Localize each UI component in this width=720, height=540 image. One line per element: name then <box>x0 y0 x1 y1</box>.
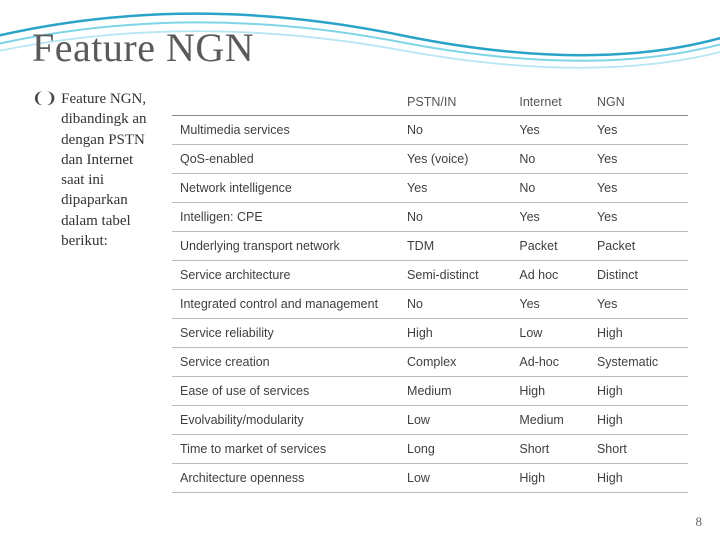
cell: Yes <box>589 145 688 174</box>
feature-table: PSTN/IN Internet NGN Multimedia services… <box>172 89 688 493</box>
page-title: Feature NGN <box>32 24 688 71</box>
cell: Complex <box>399 348 511 377</box>
cell: Intelligen: CPE <box>172 203 399 232</box>
content-row: ❨❩ Feature NGN, dibandingk an dengan PST… <box>32 89 688 493</box>
cell: High <box>589 377 688 406</box>
cell: High <box>511 377 589 406</box>
cell: Architecture openness <box>172 464 399 493</box>
cell: Packet <box>511 232 589 261</box>
cell: Yes <box>589 290 688 319</box>
cell: High <box>511 464 589 493</box>
cell: Short <box>589 435 688 464</box>
cell: Packet <box>589 232 688 261</box>
cell: Low <box>511 319 589 348</box>
cell: Network intelligence <box>172 174 399 203</box>
cell: No <box>399 203 511 232</box>
cell: Yes <box>511 290 589 319</box>
cell: Low <box>399 464 511 493</box>
cell: Ad hoc <box>511 261 589 290</box>
cell: Yes <box>589 203 688 232</box>
table-row: Ease of use of servicesMediumHighHigh <box>172 377 688 406</box>
col-header-feature <box>172 89 399 116</box>
cell: Integrated control and management <box>172 290 399 319</box>
cell: No <box>511 174 589 203</box>
cell: Yes <box>589 116 688 145</box>
cell: High <box>589 319 688 348</box>
col-header-ngn: NGN <box>589 89 688 116</box>
table-row: Multimedia servicesNoYesYes <box>172 116 688 145</box>
table-header-row: PSTN/IN Internet NGN <box>172 89 688 116</box>
page-number: 8 <box>696 514 703 530</box>
table-column: PSTN/IN Internet NGN Multimedia services… <box>172 89 688 493</box>
bullet-text: Feature NGN, dibandingk an dengan PSTN d… <box>61 89 152 251</box>
cell: Service reliability <box>172 319 399 348</box>
table-row: Service creationComplexAd-hocSystematic <box>172 348 688 377</box>
cell: Short <box>511 435 589 464</box>
cell: QoS-enabled <box>172 145 399 174</box>
cell: High <box>589 406 688 435</box>
cell: Time to market of services <box>172 435 399 464</box>
table-row: Intelligen: CPENoYesYes <box>172 203 688 232</box>
cell: Yes <box>511 116 589 145</box>
table-row: Network intelligenceYesNoYes <box>172 174 688 203</box>
bullet-item: ❨❩ Feature NGN, dibandingk an dengan PST… <box>32 89 152 251</box>
cell: Yes (voice) <box>399 145 511 174</box>
cell: Underlying transport network <box>172 232 399 261</box>
table-row: Service reliabilityHighLowHigh <box>172 319 688 348</box>
cell: No <box>511 145 589 174</box>
slide-container: Feature NGN ❨❩ Feature NGN, dibandingk a… <box>0 0 720 540</box>
cell: Ease of use of services <box>172 377 399 406</box>
table-row: Time to market of servicesLongShortShort <box>172 435 688 464</box>
cell: No <box>399 116 511 145</box>
bullet-marker-icon: ❨❩ <box>32 89 57 251</box>
cell: High <box>589 464 688 493</box>
cell: Semi-distinct <box>399 261 511 290</box>
cell: Systematic <box>589 348 688 377</box>
table-row: Evolvability/modularityLowMediumHigh <box>172 406 688 435</box>
cell: Long <box>399 435 511 464</box>
cell: Ad-hoc <box>511 348 589 377</box>
cell: Multimedia services <box>172 116 399 145</box>
cell: Evolvability/modularity <box>172 406 399 435</box>
table-row: Service architectureSemi-distinctAd hocD… <box>172 261 688 290</box>
cell: Service architecture <box>172 261 399 290</box>
cell: High <box>399 319 511 348</box>
table-body: Multimedia servicesNoYesYes QoS-enabledY… <box>172 116 688 493</box>
table-row: QoS-enabledYes (voice)NoYes <box>172 145 688 174</box>
col-header-internet: Internet <box>511 89 589 116</box>
cell: Service creation <box>172 348 399 377</box>
table-row: Architecture opennessLowHighHigh <box>172 464 688 493</box>
cell: Low <box>399 406 511 435</box>
cell: Yes <box>589 174 688 203</box>
cell: Distinct <box>589 261 688 290</box>
cell: Yes <box>399 174 511 203</box>
cell: Medium <box>511 406 589 435</box>
col-header-pstn: PSTN/IN <box>399 89 511 116</box>
table-row: Underlying transport networkTDMPacketPac… <box>172 232 688 261</box>
cell: Medium <box>399 377 511 406</box>
cell: TDM <box>399 232 511 261</box>
bullet-column: ❨❩ Feature NGN, dibandingk an dengan PST… <box>32 89 152 493</box>
cell: No <box>399 290 511 319</box>
table-row: Integrated control and managementNoYesYe… <box>172 290 688 319</box>
cell: Yes <box>511 203 589 232</box>
